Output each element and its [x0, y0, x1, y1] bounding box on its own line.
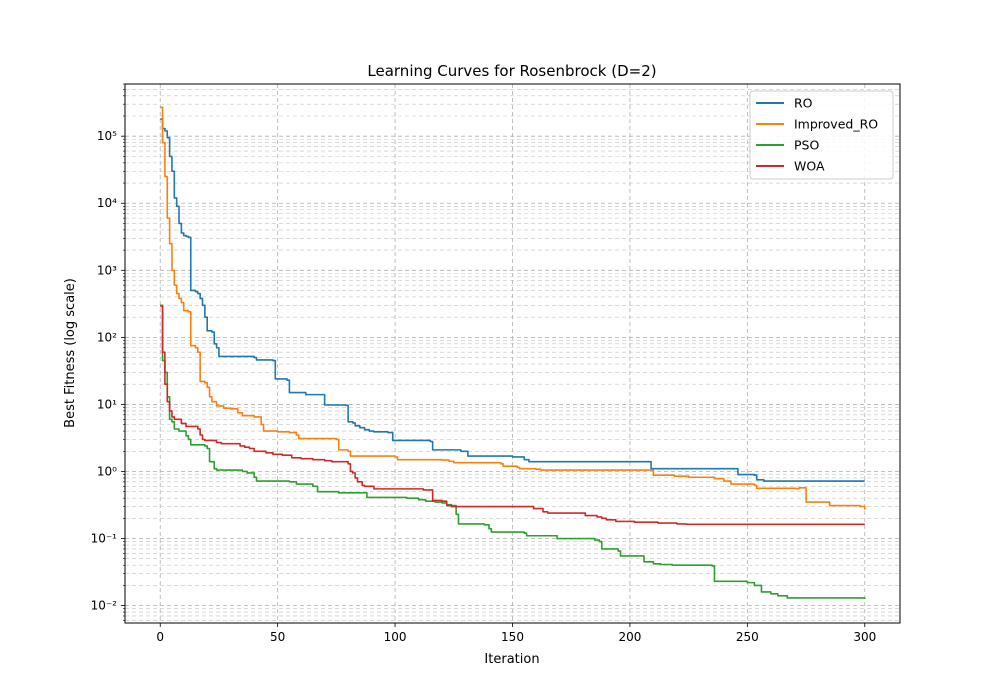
y-tick-label: 10⁻¹: [91, 532, 118, 546]
y-axis-ticks: 10⁻² 10⁻¹ 10⁰ 10¹ 10² 10³ 10⁴ 10⁵: [91, 83, 125, 621]
legend-label-ro: RO: [794, 96, 813, 111]
x-tick-label: 0: [156, 630, 164, 644]
y-tick-label: 10²: [97, 330, 117, 344]
legend-items: RO Improved_RO PSO WOA: [756, 96, 878, 174]
series-lines: [160, 106, 866, 600]
x-tick-label: 200: [618, 630, 641, 644]
x-axis-ticks: 0 50 100 150 200 250 300: [156, 623, 876, 644]
legend: RO Improved_RO PSO WOA: [749, 90, 894, 180]
y-tick-label: 10¹: [97, 397, 117, 411]
y-tick-label: 10⁵: [97, 129, 117, 143]
x-tick-label: 300: [853, 630, 876, 644]
series-line-woa: [160, 305, 865, 526]
y-tick-label: 10⁻²: [91, 599, 118, 613]
legend-label-improved-ro: Improved_RO: [794, 117, 878, 132]
x-axis-label: Iteration: [484, 652, 539, 667]
series-line-ro: [160, 118, 865, 482]
legend-box: [749, 90, 894, 180]
y-tick-label: 10³: [97, 263, 117, 277]
x-tick-label: 50: [270, 630, 285, 644]
series-line-improved-ro: [160, 106, 866, 510]
y-tick-label: 10⁰: [97, 464, 117, 478]
series-line-pso: [160, 304, 866, 600]
x-tick-label: 150: [501, 630, 524, 644]
x-tick-label: 250: [736, 630, 759, 644]
chart-title: Learning Curves for Rosenbrock (D=2): [367, 62, 656, 80]
legend-label-woa: WOA: [794, 159, 825, 174]
legend-label-pso: PSO: [794, 138, 819, 153]
y-tick-label: 10⁴: [97, 196, 117, 210]
y-axis-label: Best Fitness (log scale): [63, 278, 78, 428]
x-tick-label: 100: [384, 630, 407, 644]
